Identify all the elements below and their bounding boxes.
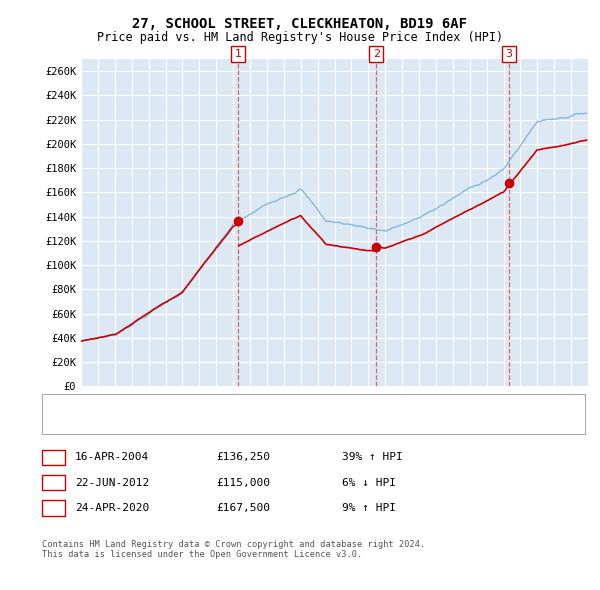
Text: 3: 3 xyxy=(50,503,57,513)
Text: 22-JUN-2012: 22-JUN-2012 xyxy=(75,478,149,487)
Text: Contains HM Land Registry data © Crown copyright and database right 2024.
This d: Contains HM Land Registry data © Crown c… xyxy=(42,540,425,559)
Text: ———: ——— xyxy=(45,417,67,430)
Text: 27, SCHOOL STREET, CLECKHEATON, BD19 6AF (semi-detached house): 27, SCHOOL STREET, CLECKHEATON, BD19 6AF… xyxy=(81,400,453,410)
Text: 9% ↑ HPI: 9% ↑ HPI xyxy=(342,503,396,513)
Text: 24-APR-2020: 24-APR-2020 xyxy=(75,503,149,513)
Text: HPI: Average price, semi-detached house, Kirklees: HPI: Average price, semi-detached house,… xyxy=(81,419,375,428)
Text: 2: 2 xyxy=(50,478,57,487)
Text: 3: 3 xyxy=(505,49,512,59)
Text: Price paid vs. HM Land Registry's House Price Index (HPI): Price paid vs. HM Land Registry's House … xyxy=(97,31,503,44)
Text: 16-APR-2004: 16-APR-2004 xyxy=(75,453,149,462)
Text: £136,250: £136,250 xyxy=(216,453,270,462)
Text: 27, SCHOOL STREET, CLECKHEATON, BD19 6AF: 27, SCHOOL STREET, CLECKHEATON, BD19 6AF xyxy=(133,17,467,31)
Text: £115,000: £115,000 xyxy=(216,478,270,487)
Text: 2: 2 xyxy=(373,49,380,59)
Text: £167,500: £167,500 xyxy=(216,503,270,513)
Text: 6% ↓ HPI: 6% ↓ HPI xyxy=(342,478,396,487)
Text: 1: 1 xyxy=(235,49,242,59)
Text: ———: ——— xyxy=(45,398,67,411)
Text: 39% ↑ HPI: 39% ↑ HPI xyxy=(342,453,403,462)
Text: 1: 1 xyxy=(50,453,57,462)
